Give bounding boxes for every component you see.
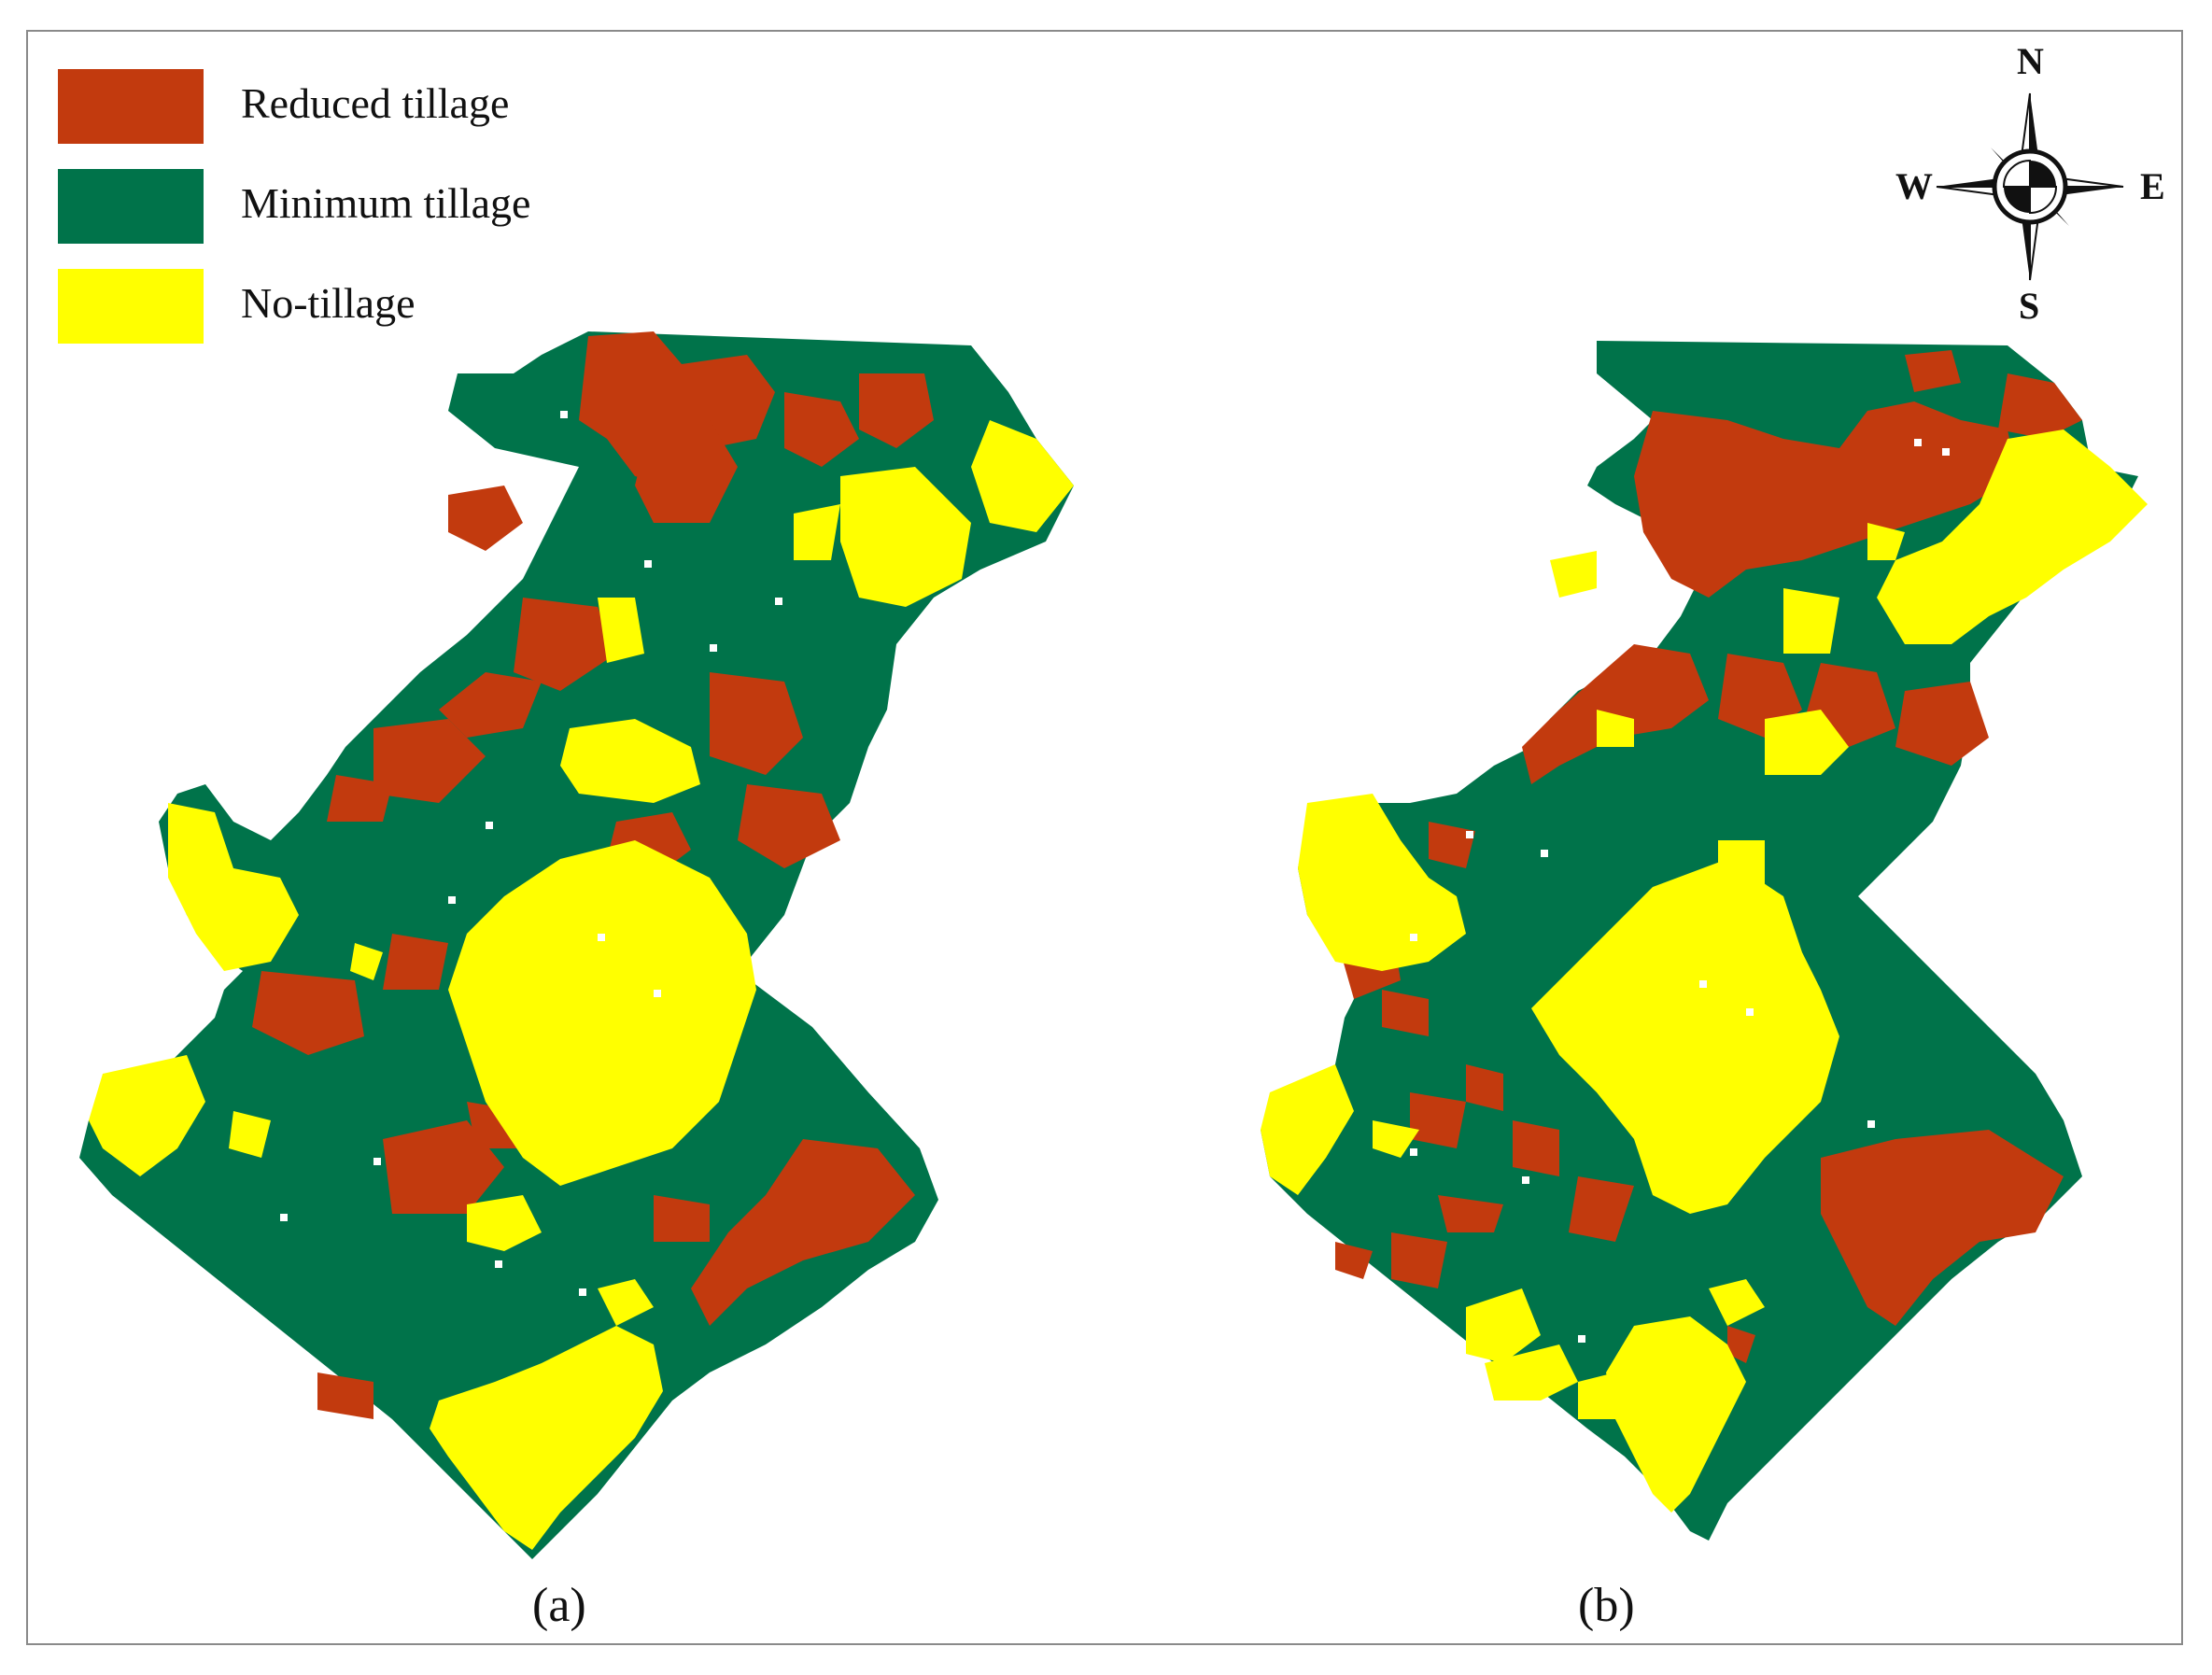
- legend-label-minimum-tillage: Minimum tillage: [241, 179, 531, 227]
- legend-item-no-tillage: No-tillage: [58, 269, 618, 344]
- map-a-no-tillage: [89, 420, 1074, 1550]
- legend-label-reduced-tillage: Reduced tillage: [241, 79, 510, 127]
- legend-swatch-no-tillage: [58, 269, 204, 344]
- map-a-nodata-pixels: [280, 411, 782, 1296]
- map-b-nodata-pixels: [1410, 429, 1950, 1343]
- map-b-no-tillage: [1261, 429, 2148, 1513]
- compass-west-label: W: [1895, 165, 1933, 207]
- legend-label-no-tillage: No-tillage: [241, 279, 416, 327]
- map-panel-b: (b): [1074, 0, 2212, 1675]
- map-b-reduced-tillage: [1335, 350, 2082, 1363]
- compass-south-label: S: [2019, 285, 2040, 327]
- tillage-map-b: [1261, 341, 2148, 1541]
- map-panel-a: (a): [79, 331, 1074, 1632]
- compass-east-label: E: [2140, 165, 2165, 207]
- panel-label-a: (a): [532, 1579, 586, 1632]
- legend-item-minimum-tillage: Minimum tillage: [58, 169, 618, 244]
- compass-rose-icon: [1936, 92, 2124, 281]
- tillage-map-a: [79, 331, 1074, 1559]
- panel-label-b: (b): [1578, 1579, 1635, 1632]
- legend-swatch-minimum-tillage: [58, 169, 204, 244]
- legend-swatch-reduced-tillage: [58, 69, 204, 144]
- compass-north-label: N: [2017, 40, 2044, 82]
- map-a-reduced-tillage: [252, 331, 934, 1419]
- compass-rose: N S W E: [1886, 37, 2185, 336]
- legend-item-reduced-tillage: Reduced tillage: [58, 69, 618, 144]
